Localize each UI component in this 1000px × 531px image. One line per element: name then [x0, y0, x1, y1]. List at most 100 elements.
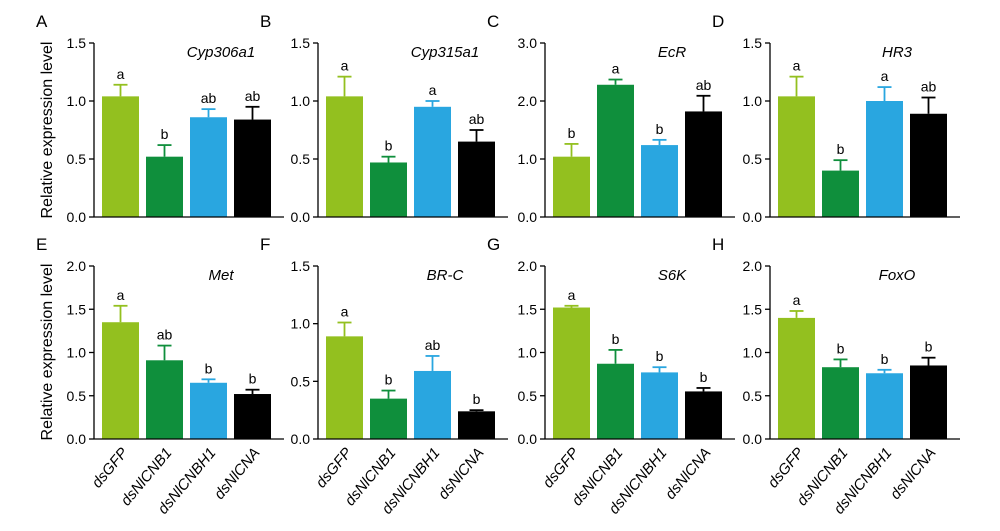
- panel-letter: F: [260, 235, 270, 254]
- significance-label: b: [385, 138, 393, 154]
- y-axis-label-bottom: Relative expression level: [39, 264, 56, 441]
- significance-label: a: [117, 66, 125, 82]
- significance-label: a: [341, 304, 349, 320]
- y-tick-label: 2.0: [67, 258, 87, 274]
- bar-dsnlcna: [234, 119, 271, 217]
- bar-dsnlcnb1: [597, 363, 634, 439]
- significance-label: b: [837, 141, 845, 157]
- y-tick-label: 2.0: [743, 258, 763, 274]
- bar-dsgfp: [326, 96, 363, 217]
- bar-dsgfp: [102, 322, 139, 439]
- y-tick-label: 0.5: [67, 388, 87, 404]
- significance-label: b: [205, 360, 213, 376]
- y-tick-label: 1.0: [518, 151, 538, 167]
- significance-label: a: [793, 292, 801, 308]
- bar-dsnlcnbh1: [641, 372, 678, 439]
- panel-letter: H: [712, 235, 724, 254]
- significance-label: b: [385, 372, 393, 388]
- y-axis-label-top: Relative expression level: [39, 42, 56, 219]
- y-tick-label: 0.0: [518, 209, 538, 225]
- x-category-label: dsGFP: [765, 445, 808, 492]
- bar-dsnlcna: [458, 141, 495, 217]
- bar-dsgfp: [326, 336, 363, 439]
- y-tick-label: 2.0: [518, 258, 538, 274]
- bar-dsgfp: [553, 307, 590, 439]
- y-tick-label: 1.0: [743, 93, 763, 109]
- significance-label: ab: [469, 111, 485, 127]
- gene-title: FoxO: [879, 267, 916, 284]
- bar-dsgfp: [778, 96, 815, 217]
- significance-label: b: [837, 340, 845, 356]
- gene-title: S6K: [658, 267, 687, 284]
- bar-dsnlcna: [685, 111, 722, 217]
- y-tick-label: 0.5: [291, 373, 311, 389]
- panel-letter: G: [487, 235, 500, 254]
- panel-letter: D: [712, 12, 724, 31]
- y-tick-label: 0.0: [291, 209, 311, 225]
- x-category-label: dsNlCNA: [211, 445, 264, 503]
- significance-label: ab: [157, 327, 173, 343]
- y-tick-label: 1.5: [291, 258, 311, 274]
- bar-dsnlcnb1: [597, 84, 634, 217]
- bar-dsgfp: [778, 317, 815, 439]
- x-category-label: dsNlCNA: [662, 445, 715, 503]
- bar-dsnlcna: [910, 113, 947, 217]
- bar-dsnlcna: [234, 394, 271, 439]
- bar-dsnlcnbh1: [414, 106, 451, 217]
- bar-dsnlcnb1: [146, 156, 183, 217]
- significance-label: ab: [201, 90, 217, 106]
- y-tick-label: 1.5: [291, 35, 311, 51]
- bar-dsnlcna: [458, 411, 495, 439]
- significance-label: ab: [696, 77, 712, 93]
- significance-label: a: [881, 68, 889, 84]
- y-tick-label: 0.0: [67, 209, 87, 225]
- panel-letter: A: [36, 12, 48, 31]
- bar-dsnlcnb1: [822, 170, 859, 217]
- bar-dsnlcnb1: [370, 398, 407, 439]
- y-tick-label: 1.5: [67, 35, 87, 51]
- significance-label: a: [568, 287, 576, 303]
- significance-label: a: [793, 58, 801, 74]
- y-tick-label: 0.5: [291, 151, 311, 167]
- y-tick-label: 1.0: [67, 93, 87, 109]
- panel-letter: B: [260, 12, 271, 31]
- significance-label: b: [656, 348, 664, 364]
- gene-title: HR3: [882, 44, 913, 61]
- x-category-label: dsGFP: [540, 445, 583, 492]
- panel-h: HFoxO0.00.51.01.52.0abbbdsGFPdsNlCNB1dsN…: [712, 235, 960, 518]
- significance-label: b: [249, 371, 257, 387]
- gene-title: Cyp306a1: [187, 44, 255, 61]
- significance-label: b: [925, 339, 933, 355]
- gene-title: Cyp315a1: [411, 44, 479, 61]
- y-tick-label: 0.5: [67, 151, 87, 167]
- significance-label: b: [161, 126, 169, 142]
- y-tick-label: 3.0: [518, 35, 538, 51]
- y-tick-label: 0.0: [743, 431, 763, 447]
- y-tick-label: 0.0: [291, 431, 311, 447]
- y-tick-label: 1.0: [291, 316, 311, 332]
- x-category-label: dsGFP: [313, 445, 356, 492]
- y-tick-label: 0.0: [67, 431, 87, 447]
- bar-dsgfp: [102, 96, 139, 217]
- y-tick-label: 0.0: [518, 431, 538, 447]
- significance-label: a: [612, 61, 620, 77]
- bar-dsnlcnb1: [146, 360, 183, 439]
- y-tick-label: 1.5: [67, 301, 87, 317]
- significance-label: b: [568, 125, 576, 141]
- significance-label: a: [341, 58, 349, 74]
- x-category-label: dsGFP: [89, 445, 132, 492]
- gene-title: BR-C: [427, 267, 464, 284]
- y-tick-label: 1.5: [743, 35, 763, 51]
- y-tick-label: 1.0: [67, 345, 87, 361]
- bar-dsnlcna: [685, 391, 722, 439]
- y-tick-label: 2.0: [518, 93, 538, 109]
- bar-dsnlcnbh1: [414, 370, 451, 439]
- bar-dsnlcnb1: [822, 367, 859, 439]
- bar-dsnlcnb1: [370, 162, 407, 217]
- bar-dsnlcnbh1: [866, 101, 903, 217]
- bar-dsnlcnbh1: [641, 145, 678, 217]
- significance-label: b: [700, 369, 708, 385]
